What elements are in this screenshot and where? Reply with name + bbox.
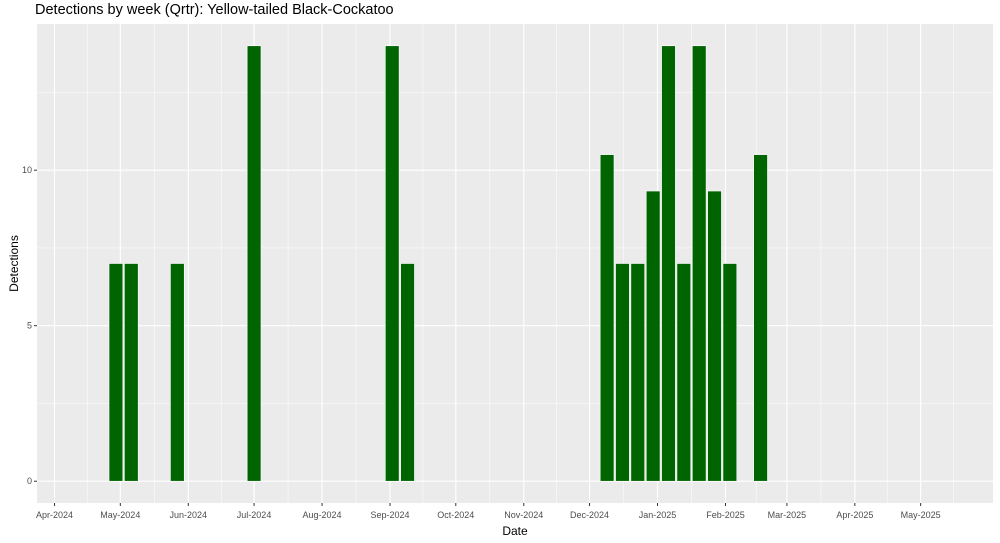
major-gridlines bbox=[37, 24, 993, 503]
bar-2024-12-30 bbox=[645, 190, 661, 482]
y-axis: 0 5 10 bbox=[22, 165, 37, 486]
bar-2024-09-02 bbox=[385, 45, 400, 482]
bars bbox=[108, 45, 768, 482]
bar-2024-12-23 bbox=[630, 263, 645, 482]
bar-2024-05-27 bbox=[170, 263, 185, 482]
x-tick-label: May-2025 bbox=[901, 510, 941, 520]
plot-panel bbox=[37, 24, 993, 503]
x-tick-label: Feb-2025 bbox=[706, 510, 745, 520]
x-tick-label: Jun-2024 bbox=[170, 510, 208, 520]
bar-2025-01-13 bbox=[676, 263, 692, 482]
x-axis: Apr-2024 May-2024 Jun-2024 Jul-2024 Aug-2024… bbox=[36, 503, 941, 520]
bar-2024-05-06 bbox=[124, 263, 139, 482]
x-tick-label: Jul-2024 bbox=[237, 510, 272, 520]
bar-2025-01-20 bbox=[691, 45, 707, 482]
bar-2025-02-03 bbox=[722, 263, 738, 482]
x-tick-label: Oct-2024 bbox=[437, 510, 474, 520]
bar-2024-12-16 bbox=[615, 263, 630, 482]
x-tick-label: Nov-2024 bbox=[504, 510, 543, 520]
y-tick-label: 5 bbox=[27, 321, 32, 331]
y-axis-title: Detections bbox=[7, 235, 21, 292]
x-tick-label: Apr-2024 bbox=[36, 510, 73, 520]
bar-2024-12-09 bbox=[599, 154, 615, 482]
bar-2024-07-01 bbox=[246, 45, 262, 482]
x-tick-label: Aug-2024 bbox=[303, 510, 342, 520]
x-tick-label: Sep-2024 bbox=[370, 510, 409, 520]
bar-2024-04-29 bbox=[108, 263, 124, 482]
y-tick-label: 0 bbox=[27, 476, 32, 486]
x-tick-label: Dec-2024 bbox=[570, 510, 609, 520]
bar-2025-01-06 bbox=[661, 45, 676, 482]
bar-2024-09-09 bbox=[400, 263, 415, 482]
chart-title: Detections by week (Qrtr): Yellow-tailed… bbox=[35, 2, 394, 18]
bar-2025-02-17 bbox=[753, 154, 768, 482]
x-tick-label: Jan-2025 bbox=[639, 510, 677, 520]
x-tick-label: Apr-2025 bbox=[836, 510, 873, 520]
x-tick-label: Mar-2025 bbox=[768, 510, 807, 520]
x-axis-title: Date bbox=[502, 524, 528, 538]
y-tick-label: 10 bbox=[22, 165, 32, 175]
bar-2025-01-27 bbox=[707, 190, 722, 482]
x-tick-label: May-2024 bbox=[100, 510, 140, 520]
